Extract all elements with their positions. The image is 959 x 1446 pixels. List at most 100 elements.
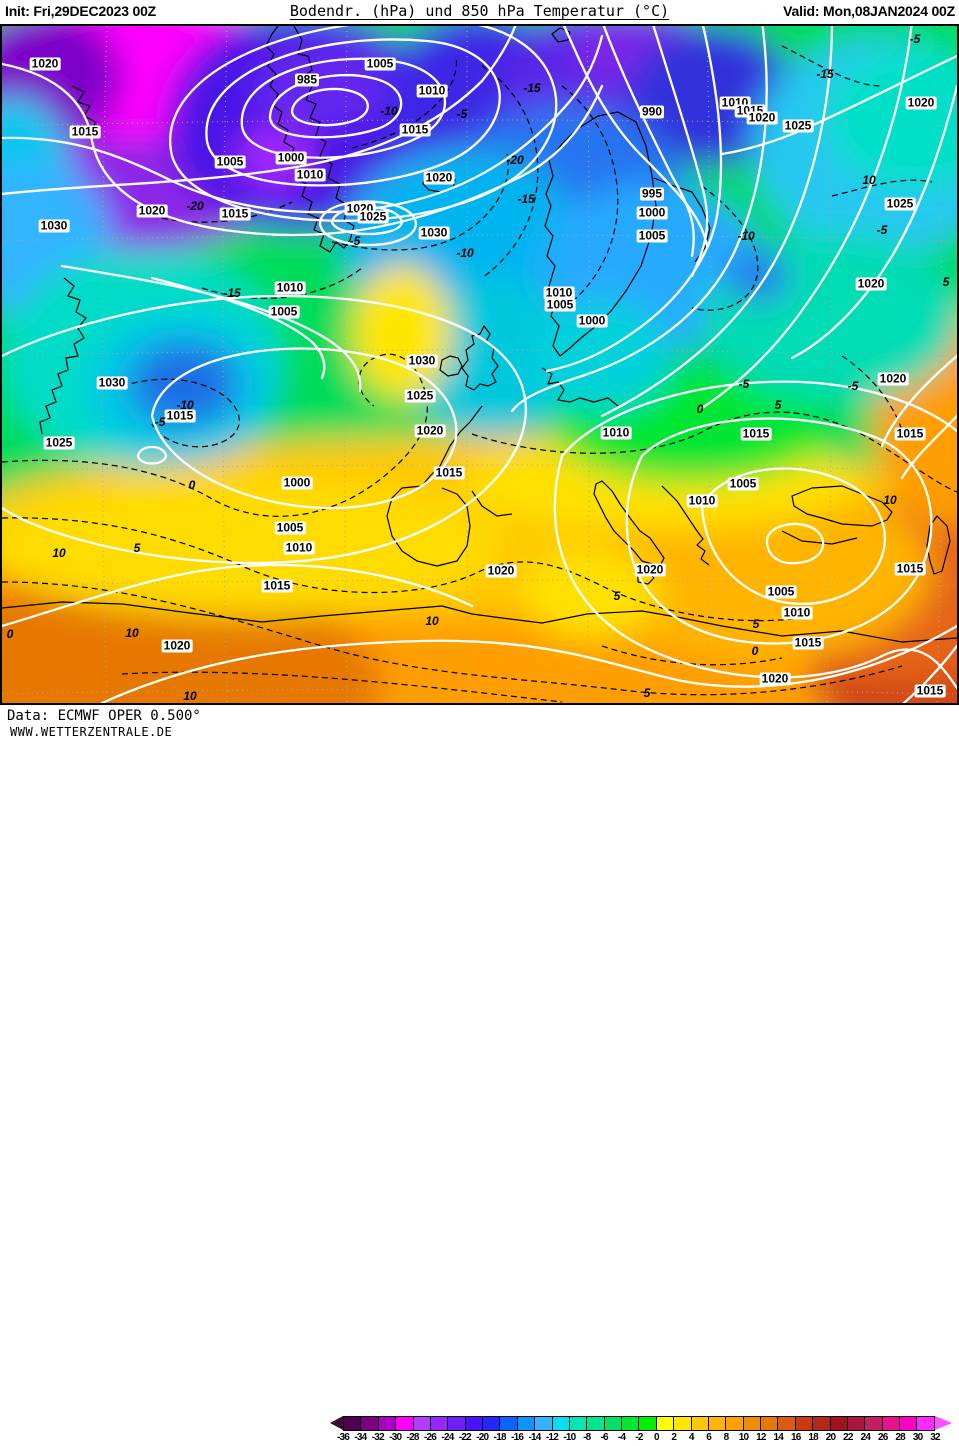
temperature-label: -15 xyxy=(223,286,241,300)
pressure-label: 985 xyxy=(294,72,320,87)
legend-tick-label: 20 xyxy=(825,1432,836,1443)
temperature-label: 5 xyxy=(613,589,621,603)
pressure-label: 1010 xyxy=(686,493,718,508)
pressure-label: 1025 xyxy=(404,388,436,403)
pressure-label: 1030 xyxy=(38,218,70,233)
temperature-label: 5 xyxy=(942,275,950,289)
pressure-label: 1005 xyxy=(544,297,576,312)
temperature-label: 10 xyxy=(125,626,139,640)
legend-segment xyxy=(673,1416,691,1431)
legend-tick-label: -28 xyxy=(406,1432,420,1443)
temperature-label: -15 xyxy=(523,81,541,95)
temperature-field xyxy=(2,26,957,703)
legend-segment xyxy=(603,1416,621,1431)
map-graphic xyxy=(2,26,957,703)
pressure-label: 1030 xyxy=(418,225,450,240)
legend-segment xyxy=(742,1416,760,1431)
pressure-label: 1020 xyxy=(855,276,887,291)
legend-segment xyxy=(482,1416,500,1431)
pressure-label: 1010 xyxy=(274,280,306,295)
pressure-label: 1015 xyxy=(69,124,101,139)
pressure-label: 1005 xyxy=(268,304,300,319)
temperature-label: -10 xyxy=(737,229,755,243)
temperature-label: 10 xyxy=(52,546,66,560)
temperature-label: 10 xyxy=(883,493,897,507)
valid-time-label: Valid: Mon,08JAN2024 00Z xyxy=(783,3,955,19)
pressure-label: 1015 xyxy=(219,206,251,221)
pressure-label: 1030 xyxy=(406,353,438,368)
pressure-label: 1000 xyxy=(576,313,608,328)
legend-arrow-right xyxy=(935,1416,952,1430)
legend-bar-segments xyxy=(343,1416,935,1431)
legend-segment xyxy=(760,1416,778,1431)
legend-tick-label: 30 xyxy=(912,1432,923,1443)
pressure-label: 1005 xyxy=(364,56,396,71)
temperature-label: 10 xyxy=(183,689,197,703)
pressure-label: 1020 xyxy=(634,562,666,577)
legend-tick-label: -10 xyxy=(563,1432,576,1443)
legend-ticks: -36 -34 -32 -30 -28 -26 -24 -22 -20 -18 -16 -14 -12-… xyxy=(330,1431,952,1445)
pressure-label: 1030 xyxy=(96,375,128,390)
coastlines xyxy=(2,26,957,643)
legend-tick-label: 32 xyxy=(930,1432,940,1443)
legend-tick-label: -24 xyxy=(441,1432,454,1443)
pressure-label: 995 xyxy=(639,186,665,201)
legend-segment xyxy=(846,1416,865,1431)
weather-map: 1020 1015 1030 1005 985 1000 1010 1020 1015 1010 1… xyxy=(0,24,959,705)
legend-tick-label: -2 xyxy=(635,1432,643,1443)
pressure-label: 1020 xyxy=(161,638,193,653)
legend-tick-label: -6 xyxy=(600,1432,609,1443)
legend-segment xyxy=(568,1416,587,1431)
pressure-label: 1015 xyxy=(740,426,772,441)
legend-segment xyxy=(429,1416,448,1431)
temperature-label: -15 xyxy=(517,192,535,206)
pressure-label: 1020 xyxy=(746,110,778,125)
pressure-label: 1015 xyxy=(261,578,293,593)
pressure-label: 1015 xyxy=(894,561,926,576)
temperature-label: 5 xyxy=(774,398,782,412)
legend-segment xyxy=(551,1416,569,1431)
legend-segment xyxy=(812,1416,830,1431)
legend-tick-label: -30 xyxy=(389,1432,402,1443)
temperature-label: -10 xyxy=(176,398,194,412)
legend-tick-label: -26 xyxy=(424,1432,437,1443)
pressure-label: 1020 xyxy=(414,423,446,438)
map-title: Bodendr. (hPa) und 850 hPa Temperatur (°… xyxy=(289,2,670,20)
temperature-label: -10 xyxy=(380,104,398,118)
temperature-label: 0 xyxy=(696,402,704,416)
map-labels: 1020 1015 1030 1005 985 1000 1010 1020 1015 1010 1… xyxy=(2,26,957,703)
pressure-label: 1010 xyxy=(600,425,632,440)
legend-tick-label: 28 xyxy=(895,1432,905,1443)
legend-segment xyxy=(655,1416,674,1431)
legend-segment xyxy=(899,1416,917,1431)
legend-arrow-left xyxy=(330,1416,343,1430)
temperature-label: 0 xyxy=(6,627,14,641)
pressure-label: 1020 xyxy=(136,203,168,218)
legend-segment xyxy=(707,1416,726,1431)
website-label: WWW.WETTERZENTRALE.DE xyxy=(10,725,173,739)
legend-tick-label: -20 xyxy=(476,1432,489,1443)
pressure-label: 1015 xyxy=(164,408,196,423)
legend-tick-label: -14 xyxy=(528,1432,541,1443)
legend-tick-label: 10 xyxy=(738,1432,749,1443)
pressure-label: 1025 xyxy=(782,118,814,133)
legend-segment xyxy=(395,1416,413,1431)
temperature-label: -20 xyxy=(186,199,204,213)
legend-tick-label: 22 xyxy=(843,1432,853,1443)
pressure-label: 1010 xyxy=(543,285,575,300)
pressure-label: 1000 xyxy=(281,475,313,490)
pressure-label: 1010 xyxy=(781,605,813,620)
temperature-label: -5 xyxy=(154,415,166,429)
legend-tick-label: -12 xyxy=(545,1432,559,1443)
pressure-label: 1015 xyxy=(399,122,431,137)
legend-segment xyxy=(638,1416,656,1431)
temperature-label: -5 xyxy=(738,377,750,391)
legend-tick-label: -32 xyxy=(371,1432,385,1443)
pressure-label: 1020 xyxy=(485,563,517,578)
legend-segment xyxy=(881,1416,899,1431)
pressure-label: 1025 xyxy=(43,435,75,450)
pressure-label: 1015 xyxy=(914,683,946,698)
legend-tick-label: -34 xyxy=(354,1432,367,1443)
legend-tick-label: 12 xyxy=(756,1432,766,1443)
